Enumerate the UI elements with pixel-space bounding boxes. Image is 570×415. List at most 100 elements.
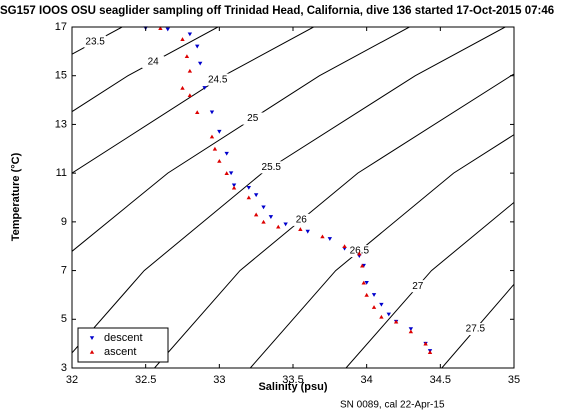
legend-marker — [89, 336, 95, 340]
contour-label-bg — [464, 323, 487, 336]
isopycnal — [441, 283, 514, 368]
x-tick-label: 33.5 — [282, 374, 303, 386]
data-point — [231, 183, 237, 188]
x-tick-label: 35 — [508, 374, 520, 386]
contour-label: 27.5 — [466, 324, 486, 335]
data-point — [209, 110, 215, 115]
y-tick-label: 7 — [61, 264, 67, 276]
contour-label-bg — [290, 213, 313, 226]
contour-label: 24 — [148, 57, 160, 68]
data-point — [231, 185, 237, 190]
isopycnal — [72, 27, 314, 174]
contour-label: 26.5 — [350, 246, 370, 257]
y-tick-label: 5 — [61, 313, 67, 325]
data-point — [327, 237, 333, 241]
contour-label-bg — [260, 161, 283, 174]
data-point — [212, 146, 218, 151]
data-point — [379, 302, 384, 307]
data-point — [197, 61, 203, 66]
data-point — [246, 195, 251, 200]
isopycnal — [154, 73, 514, 368]
y-tick-label: 15 — [55, 70, 67, 82]
data-point — [224, 171, 229, 175]
data-point — [184, 54, 190, 59]
data-point — [357, 251, 362, 256]
y-tick-label: 3 — [61, 362, 67, 374]
data-point — [246, 185, 251, 190]
x-tick-label: 33 — [213, 374, 225, 386]
data-point — [361, 280, 366, 285]
data-point — [187, 93, 193, 97]
data-point — [276, 224, 281, 229]
data-point — [228, 171, 234, 176]
x-tick-label: 34.5 — [430, 374, 451, 386]
data-point — [423, 341, 428, 346]
x-axis-label: Salinity (psu) — [258, 381, 327, 393]
data-point — [386, 312, 391, 317]
data-point — [268, 215, 274, 219]
data-point — [379, 314, 384, 319]
data-point — [187, 32, 193, 37]
y-tick-label: 11 — [56, 167, 67, 179]
point-layer — [143, 26, 433, 354]
contour-label-bg — [84, 35, 107, 48]
y-axis-label: Temperature (°C) — [10, 152, 22, 241]
data-point — [180, 85, 185, 90]
contour-label: 27 — [412, 281, 424, 292]
data-point — [408, 329, 414, 334]
contour-layer — [72, 27, 514, 368]
isopycnal — [72, 27, 219, 113]
isopycnal — [72, 27, 410, 252]
data-point — [305, 229, 310, 234]
legend-label: descent — [104, 332, 143, 344]
data-point — [217, 158, 222, 163]
legend-marker — [89, 350, 95, 354]
footnote: SN 0089, cal 22-Apr-15 — [340, 400, 445, 411]
x-tick-label: 32 — [66, 374, 78, 386]
contour-label: 24.5 — [208, 74, 228, 85]
data-point — [360, 263, 365, 268]
data-point — [195, 44, 200, 49]
isopycnal — [249, 134, 514, 368]
isopycnal — [72, 27, 506, 354]
y-tick-label: 17 — [55, 21, 67, 33]
legend-box — [77, 327, 169, 363]
data-point — [253, 193, 259, 198]
data-point — [195, 110, 200, 115]
contour-label-bg — [142, 56, 165, 69]
data-point — [320, 234, 325, 239]
isopycnal — [345, 201, 514, 368]
y-tick-label: 9 — [61, 216, 67, 228]
data-point — [408, 327, 414, 332]
contour-label-bg — [348, 245, 371, 258]
x-tick-label: 32.5 — [135, 374, 156, 386]
data-point — [180, 37, 185, 41]
data-point — [261, 205, 266, 210]
x-tick-label: 34 — [361, 374, 373, 386]
y-tick-label: 13 — [55, 118, 67, 130]
contour-label: 25 — [247, 113, 259, 124]
legend-label: ascent — [104, 346, 136, 358]
data-point — [187, 68, 193, 73]
data-point — [393, 319, 399, 324]
contour-label-layer: 23.5 24 24.5 25 25.5 26 26.5 27 27.5 — [84, 35, 487, 336]
data-point — [209, 134, 215, 139]
chart-title: SG157 IOOS OSU seaglider sampling off Tr… — [0, 5, 554, 17]
data-point — [298, 227, 303, 231]
contour-label: 23.5 — [85, 36, 105, 47]
contour-label: 25.5 — [262, 162, 282, 173]
data-point — [261, 219, 266, 224]
data-point — [371, 293, 377, 297]
data-point — [224, 151, 229, 156]
data-point — [165, 27, 170, 32]
data-point — [364, 292, 369, 297]
data-point — [202, 86, 207, 90]
data-point — [342, 244, 347, 249]
legend: descent ascent — [77, 327, 169, 363]
contour-label-bg — [406, 280, 429, 293]
contour-label-bg — [241, 112, 264, 125]
contour-label-bg — [206, 73, 229, 86]
